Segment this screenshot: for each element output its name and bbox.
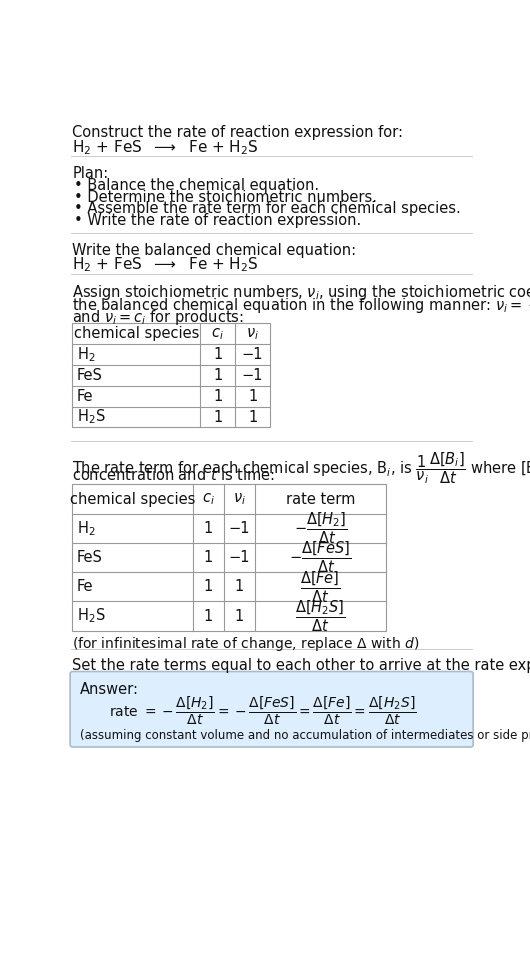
Text: H$_2$S: H$_2$S [77,607,105,626]
Text: Assign stoichiometric numbers, $\nu_i$, using the stoichiometric coefficients, $: Assign stoichiometric numbers, $\nu_i$, … [73,283,530,303]
Text: • Assemble the rate term for each chemical species.: • Assemble the rate term for each chemic… [74,201,461,216]
Text: • Write the rate of reaction expression.: • Write the rate of reaction expression. [74,213,361,227]
Text: $c_i$: $c_i$ [201,491,215,507]
Text: −1: −1 [242,368,263,383]
Text: 1: 1 [213,388,223,404]
Text: Construct the rate of reaction expression for:: Construct the rate of reaction expressio… [73,125,403,140]
Text: −1: −1 [242,347,263,362]
Text: H$_2$S: H$_2$S [77,408,105,427]
Text: rate $= -\dfrac{\Delta[H_2]}{\Delta t} = -\dfrac{\Delta[FeS]}{\Delta t} = \dfrac: rate $= -\dfrac{\Delta[H_2]}{\Delta t} =… [109,695,417,727]
Text: $\nu_i$: $\nu_i$ [246,326,259,342]
Text: H$_2$: H$_2$ [77,346,95,364]
Text: Fe: Fe [77,580,94,594]
Text: −1: −1 [228,521,250,536]
Text: H$_2$: H$_2$ [77,519,95,538]
Text: (assuming constant volume and no accumulation of intermediates or side products): (assuming constant volume and no accumul… [80,729,530,742]
Text: rate term: rate term [286,492,355,507]
Text: • Determine the stoichiometric numbers.: • Determine the stoichiometric numbers. [74,189,377,205]
Text: 1: 1 [234,580,244,594]
Text: The rate term for each chemical species, B$_i$, is $\dfrac{1}{\nu_i}\dfrac{\Delt: The rate term for each chemical species,… [73,451,530,486]
Text: $\dfrac{\Delta[H_2S]}{\Delta t}$: $\dfrac{\Delta[H_2S]}{\Delta t}$ [295,598,346,633]
Text: Set the rate terms equal to each other to arrive at the rate expression:: Set the rate terms equal to each other t… [73,659,530,673]
Text: Fe: Fe [77,388,94,404]
Text: $c_i$: $c_i$ [211,326,224,342]
Text: 1: 1 [204,550,213,565]
Text: 1: 1 [213,347,223,362]
Bar [73,323,270,427]
Text: 1: 1 [204,521,213,536]
Text: $-\dfrac{\Delta[FeS]}{\Delta t}$: $-\dfrac{\Delta[FeS]}{\Delta t}$ [289,540,351,575]
Text: H$_2$ + FeS  $\longrightarrow$  Fe + H$_2$S: H$_2$ + FeS $\longrightarrow$ Fe + H$_2$… [73,138,259,156]
FancyBboxPatch shape [70,671,473,747]
Text: 1: 1 [213,410,223,425]
Bar [73,484,386,630]
Text: concentration and $t$ is time:: concentration and $t$ is time: [73,467,276,483]
Text: • Balance the chemical equation.: • Balance the chemical equation. [74,178,319,193]
Text: the balanced chemical equation in the following manner: $\nu_i = -c_i$ for react: the balanced chemical equation in the fo… [73,296,530,314]
Text: 1: 1 [204,580,213,594]
Text: Answer:: Answer: [80,682,139,697]
Text: and $\nu_i = c_i$ for products:: and $\nu_i = c_i$ for products: [73,308,244,327]
Text: FeS: FeS [77,368,103,383]
Text: −1: −1 [228,550,250,565]
Text: $\nu_i$: $\nu_i$ [233,491,245,507]
Text: chemical species: chemical species [70,492,195,507]
Text: $\dfrac{\Delta[Fe]}{\Delta t}$: $\dfrac{\Delta[Fe]}{\Delta t}$ [300,569,341,604]
Text: chemical species: chemical species [74,326,199,342]
Text: 1: 1 [248,410,257,425]
Text: Plan:: Plan: [73,166,109,181]
Text: $-\dfrac{\Delta[H_2]}{\Delta t}$: $-\dfrac{\Delta[H_2]}{\Delta t}$ [294,510,347,547]
Text: 1: 1 [234,609,244,624]
Text: FeS: FeS [77,550,103,565]
Text: (for infinitesimal rate of change, replace Δ with $d$): (for infinitesimal rate of change, repla… [73,635,420,653]
Text: 1: 1 [248,388,257,404]
Text: 1: 1 [213,368,223,383]
Text: H$_2$ + FeS  $\longrightarrow$  Fe + H$_2$S: H$_2$ + FeS $\longrightarrow$ Fe + H$_2$… [73,256,259,274]
Text: Write the balanced chemical equation:: Write the balanced chemical equation: [73,243,357,258]
Text: 1: 1 [204,609,213,624]
